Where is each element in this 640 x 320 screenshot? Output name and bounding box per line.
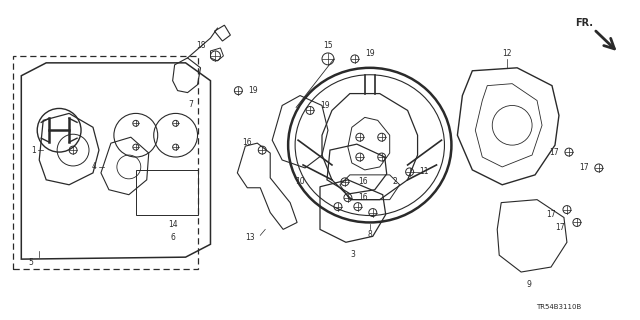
Text: 12: 12 <box>502 49 512 59</box>
Text: 3: 3 <box>351 250 355 259</box>
Bar <box>13 56 198 269</box>
Text: 2: 2 <box>393 177 397 186</box>
Text: 17: 17 <box>579 164 589 172</box>
Text: 11: 11 <box>420 167 429 176</box>
Text: 16: 16 <box>358 177 367 186</box>
Text: 19: 19 <box>365 49 374 59</box>
Text: 17: 17 <box>549 148 559 156</box>
Text: 16: 16 <box>243 138 252 147</box>
Text: 18: 18 <box>196 42 205 51</box>
Text: 16: 16 <box>358 193 367 202</box>
Text: 8: 8 <box>367 230 372 239</box>
Text: 17: 17 <box>556 223 565 232</box>
Text: 14: 14 <box>168 220 177 229</box>
Text: 4: 4 <box>92 163 97 172</box>
Text: 19: 19 <box>248 86 258 95</box>
Text: 17: 17 <box>547 210 556 219</box>
Bar <box>136 170 198 214</box>
Text: 6: 6 <box>170 233 175 242</box>
Text: 1: 1 <box>31 146 36 155</box>
Text: 7: 7 <box>188 100 193 109</box>
Text: 9: 9 <box>527 280 532 289</box>
Text: 13: 13 <box>246 233 255 242</box>
Text: TR54B3110B: TR54B3110B <box>536 304 582 310</box>
Text: 10: 10 <box>295 177 305 186</box>
Text: FR.: FR. <box>575 18 593 28</box>
Text: 19: 19 <box>320 101 330 110</box>
Text: 15: 15 <box>323 41 333 50</box>
Text: 5: 5 <box>29 258 34 267</box>
